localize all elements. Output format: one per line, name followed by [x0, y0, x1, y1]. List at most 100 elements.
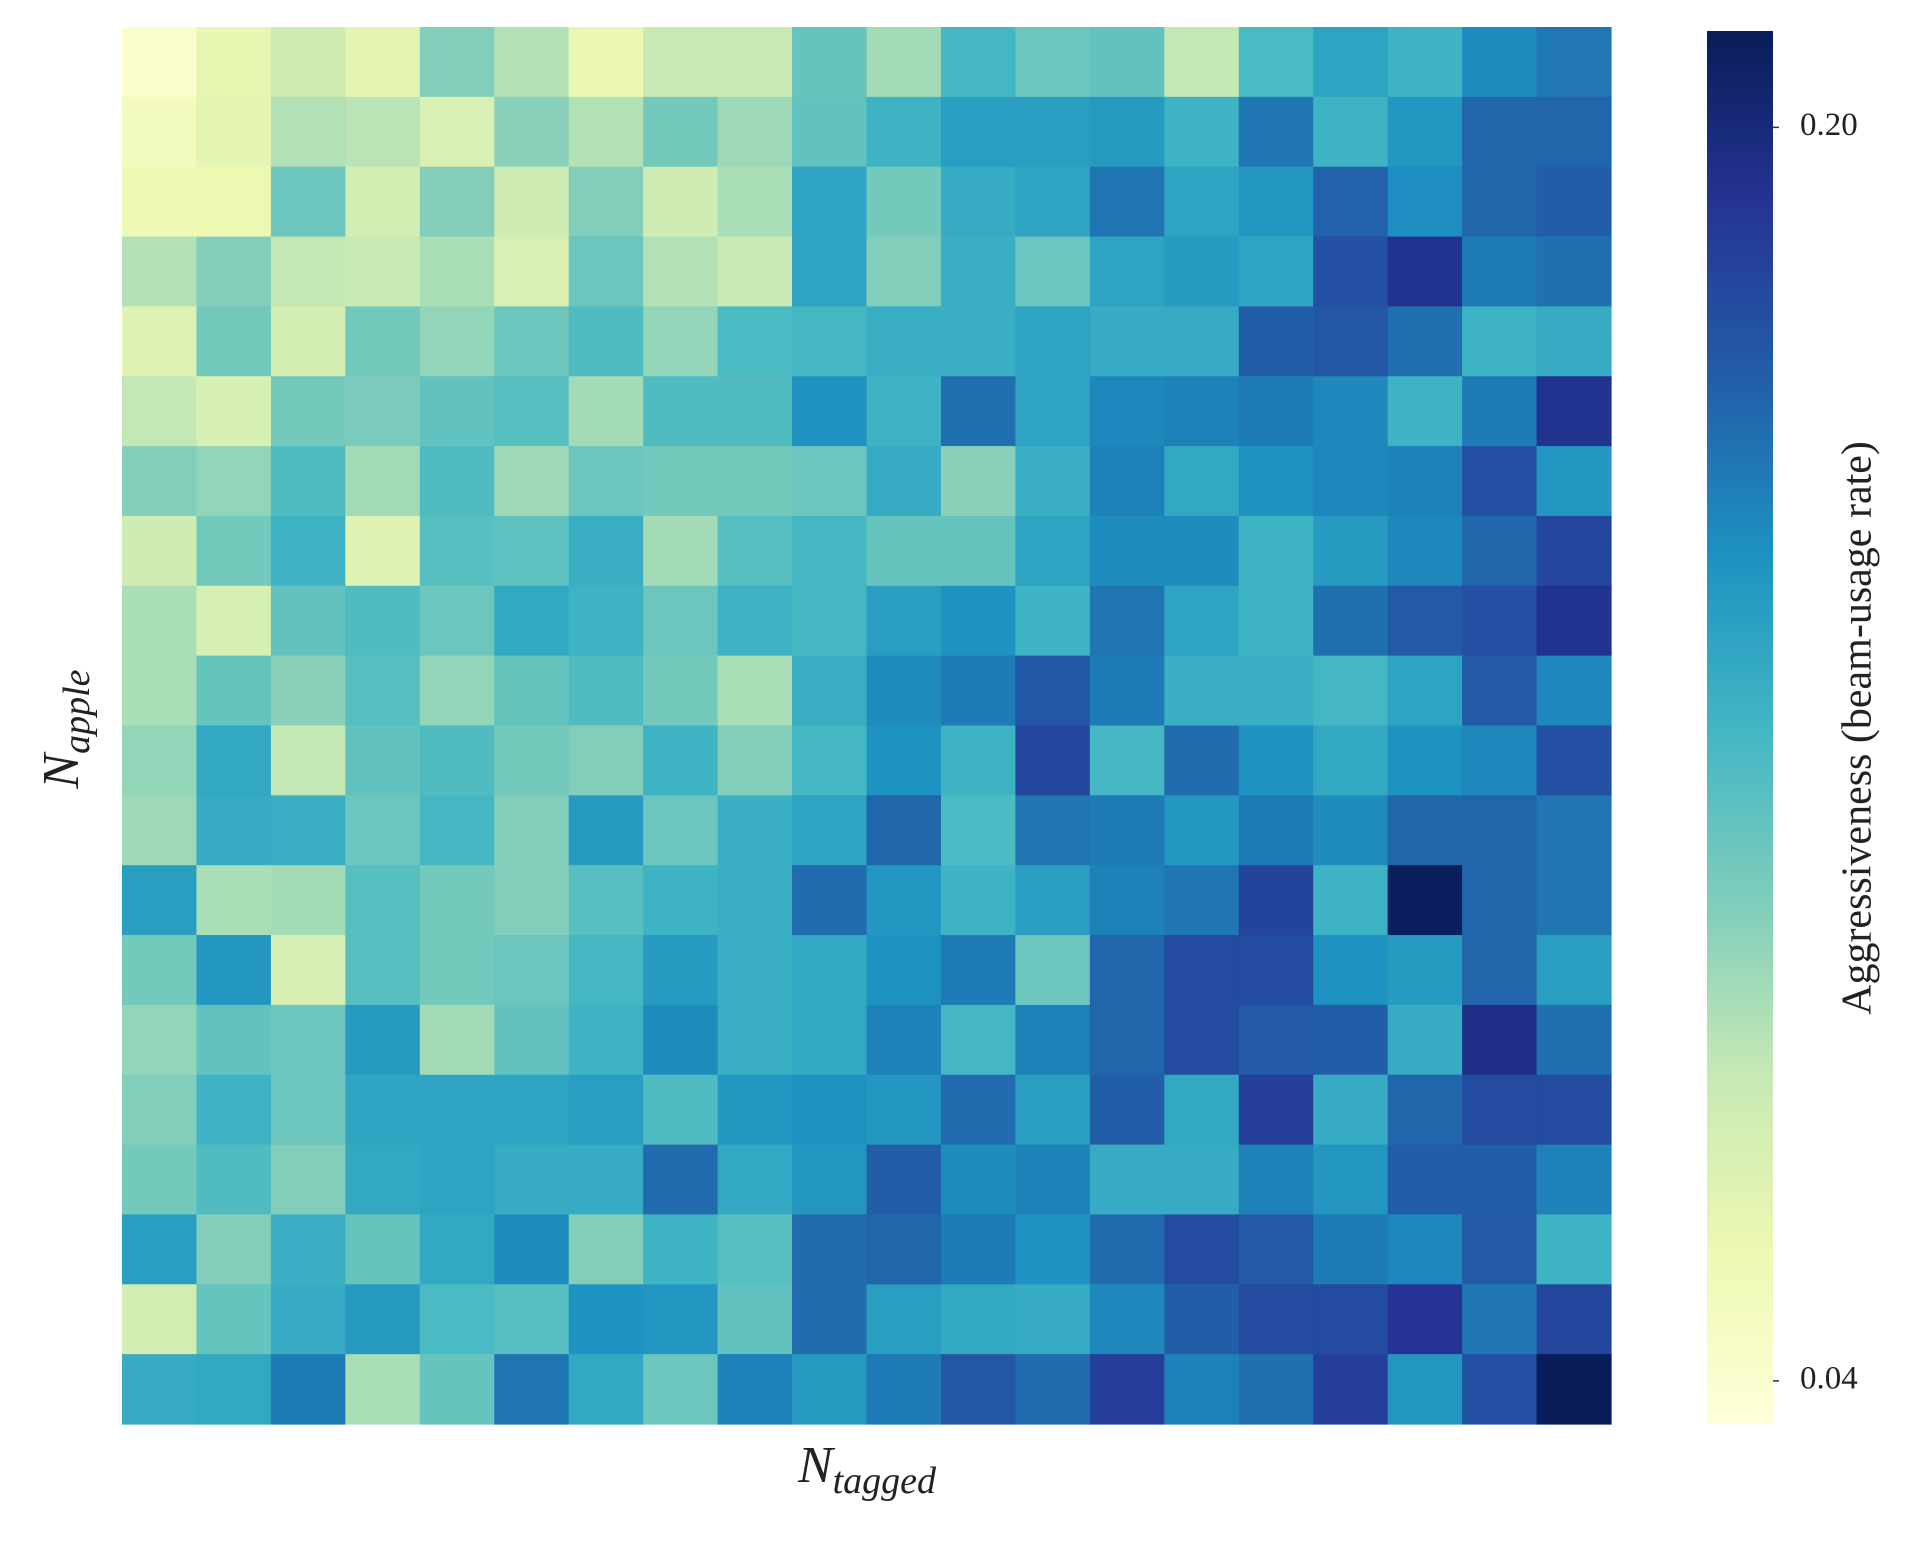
heatmap-cell — [866, 166, 942, 238]
heatmap-cell — [1536, 166, 1612, 238]
heatmap-cell — [1462, 725, 1538, 796]
heatmap-cell — [1238, 585, 1314, 657]
heatmap-cell — [419, 515, 495, 587]
heatmap-cell — [122, 1284, 198, 1355]
heatmap-cell — [1313, 376, 1389, 447]
heatmap-cell — [1015, 1004, 1091, 1076]
heatmap-cell — [1313, 1144, 1389, 1216]
heatmap-cell — [196, 27, 272, 98]
heatmap-cell — [196, 935, 272, 1006]
heatmap-cell — [643, 376, 719, 447]
heatmap-cell — [1536, 1284, 1612, 1355]
heatmap-cell — [1536, 1074, 1612, 1146]
heatmap-cell — [940, 585, 1016, 657]
heatmap-cell — [717, 865, 793, 936]
heatmap-cell — [419, 655, 495, 727]
heatmap-cell — [196, 1004, 272, 1076]
heatmap-cell — [643, 655, 719, 727]
heatmap-cell — [940, 1354, 1016, 1425]
heatmap-cell — [196, 1214, 272, 1285]
heatmap-cell — [1089, 27, 1165, 98]
heatmap-cell — [1536, 306, 1612, 377]
heatmap-cell — [1313, 96, 1389, 168]
heatmap-cell — [643, 446, 719, 517]
heatmap-cell — [1238, 1354, 1314, 1425]
heatmap-cell — [270, 96, 346, 168]
heatmap-cell — [1536, 27, 1612, 98]
heatmap-cell — [1238, 306, 1314, 377]
heatmap-cell — [568, 376, 644, 447]
heatmap-cell — [717, 795, 793, 866]
heatmap-cell — [866, 376, 942, 447]
heatmap-cell — [1089, 306, 1165, 377]
heatmap-cell — [1015, 935, 1091, 1006]
heatmap-cell — [717, 306, 793, 377]
heatmap-cell — [643, 166, 719, 238]
heatmap-cell — [1387, 725, 1463, 796]
heatmap-cell — [1089, 1004, 1165, 1076]
heatmap-cell — [568, 655, 644, 727]
heatmap-cell — [866, 865, 942, 936]
heatmap-cell — [270, 935, 346, 1006]
heatmap-cell — [1313, 1354, 1389, 1425]
heatmap-cell — [494, 655, 570, 727]
heatmap-cell — [1387, 795, 1463, 866]
heatmap-cell — [792, 655, 868, 727]
heatmap-cell — [1536, 515, 1612, 587]
heatmap-cell — [1536, 1144, 1612, 1216]
heatmap-cell — [940, 27, 1016, 98]
heatmap-cell — [940, 306, 1016, 377]
heatmap-cell — [1313, 236, 1389, 307]
heatmap-cell — [1462, 1284, 1538, 1355]
heatmap-cell — [717, 725, 793, 796]
heatmap-cell — [1462, 166, 1538, 238]
heatmap-cell — [1536, 1004, 1612, 1076]
heatmap-cell — [419, 166, 495, 238]
heatmap-cell — [717, 96, 793, 168]
heatmap-cell — [122, 376, 198, 447]
heatmap-cell — [792, 96, 868, 168]
heatmap-cell — [1462, 655, 1538, 727]
heatmap-cell — [866, 446, 942, 517]
heatmap-cell — [345, 515, 421, 587]
heatmap-cell — [196, 446, 272, 517]
heatmap-cell — [122, 1144, 198, 1216]
heatmap-cell — [494, 306, 570, 377]
heatmap-cell — [270, 166, 346, 238]
y-label-main: N — [33, 751, 90, 790]
heatmap-cell — [419, 1284, 495, 1355]
heatmap-cell — [494, 1354, 570, 1425]
heatmap-cell — [196, 96, 272, 168]
heatmap-cell — [1462, 1144, 1538, 1216]
heatmap-cell — [1089, 446, 1165, 517]
heatmap-cell — [940, 515, 1016, 587]
heatmap-cell — [419, 306, 495, 377]
heatmap-cell — [1015, 376, 1091, 447]
heatmap-cell — [345, 795, 421, 866]
heatmap-cell — [494, 1004, 570, 1076]
heatmap-cell — [643, 27, 719, 98]
heatmap-cell — [1164, 1284, 1240, 1355]
heatmap-cell — [1089, 585, 1165, 657]
heatmap-cell — [940, 1214, 1016, 1285]
heatmap-cell — [122, 96, 198, 168]
heatmap-cell — [866, 585, 942, 657]
heatmap-cell — [494, 96, 570, 168]
x-axis-label: Ntagged — [797, 1437, 937, 1502]
heatmap-cell — [1164, 1214, 1240, 1285]
heatmap-cell — [270, 1284, 346, 1355]
x-label-sub: tagged — [833, 1460, 937, 1502]
heatmap-cell — [792, 1354, 868, 1425]
heatmap-cell — [1387, 655, 1463, 727]
heatmap-cell — [568, 446, 644, 517]
heatmap-cell — [1015, 166, 1091, 238]
heatmap-cell — [345, 1214, 421, 1285]
heatmap-cell — [419, 236, 495, 307]
heatmap-cell — [1387, 585, 1463, 657]
heatmap-cell — [494, 27, 570, 98]
heatmap-cell — [1089, 515, 1165, 587]
heatmap-cell — [1387, 1144, 1463, 1216]
heatmap-cell — [345, 1074, 421, 1146]
y-label-sub: apple — [56, 669, 98, 754]
heatmap-cell — [1238, 27, 1314, 98]
